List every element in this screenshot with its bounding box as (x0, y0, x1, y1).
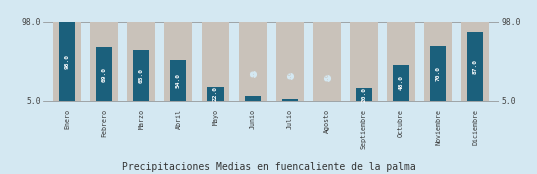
Bar (393, 65, 409, 101)
Bar (461, 22, 489, 101)
Text: 5.0: 5.0 (26, 97, 41, 106)
Bar (207, 87, 223, 101)
Bar (244, 96, 260, 101)
Bar (467, 32, 483, 101)
Text: 98.0: 98.0 (21, 18, 41, 27)
Text: 98.0: 98.0 (64, 54, 70, 69)
Bar (276, 22, 303, 101)
Bar (356, 88, 372, 101)
Bar (133, 50, 149, 101)
Text: 8.0: 8.0 (287, 70, 292, 81)
Text: 48.0: 48.0 (398, 76, 404, 90)
Bar (53, 22, 81, 101)
Bar (282, 99, 298, 101)
Text: 11.0: 11.0 (250, 67, 255, 81)
Bar (59, 22, 75, 101)
Text: 5.0: 5.0 (324, 72, 329, 83)
Text: 22.0: 22.0 (213, 86, 218, 101)
Bar (424, 22, 452, 101)
Bar (350, 22, 378, 101)
Bar (201, 22, 229, 101)
Text: 20.0: 20.0 (361, 87, 366, 102)
Text: 54.0: 54.0 (176, 73, 181, 88)
Text: Precipitaciones Medias en fuencaliente de la palma: Precipitaciones Medias en fuencaliente d… (121, 162, 416, 172)
Text: 65.0: 65.0 (139, 68, 144, 83)
Bar (170, 60, 186, 101)
Bar (387, 22, 415, 101)
Bar (96, 47, 112, 101)
Text: 87.0: 87.0 (473, 59, 478, 74)
Text: 98.0: 98.0 (501, 18, 521, 27)
Bar (430, 46, 446, 101)
Bar (127, 22, 155, 101)
Text: 70.0: 70.0 (436, 66, 441, 81)
Bar (90, 22, 118, 101)
Bar (239, 22, 266, 101)
Text: 69.0: 69.0 (101, 67, 107, 82)
Text: 5.0: 5.0 (501, 97, 516, 106)
Bar (164, 22, 192, 101)
Bar (313, 22, 341, 101)
